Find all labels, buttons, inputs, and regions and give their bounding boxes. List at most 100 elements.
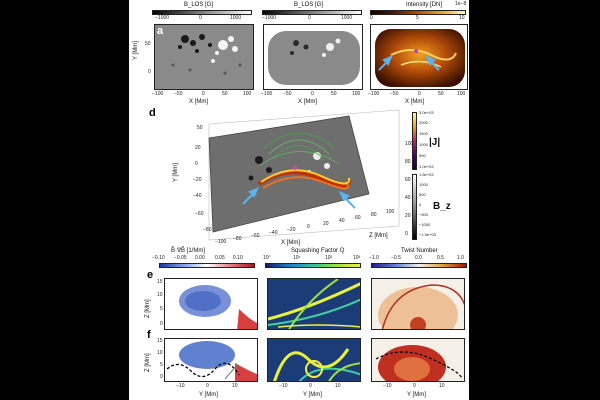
panel-a-xlabel: X [Mm]	[189, 99, 208, 105]
panel-d-ztick: 100	[405, 141, 414, 147]
colorbar-c-tick: 5	[416, 15, 419, 21]
panel-b-xtick: 0	[311, 91, 314, 97]
colorbar-j-tick: 3.0e+03	[419, 110, 434, 115]
panel-e-label: e	[147, 269, 154, 281]
f-ytick: 15	[157, 338, 163, 344]
figure-page: B_LOS [G] −1000 0 1000 B_LOS [G] −1000 0…	[129, 0, 469, 400]
panel-c-xtick: 0	[418, 91, 421, 97]
col1-title: B̂·∇B̂ [1/Mm]	[171, 248, 206, 254]
colorbar-b-tick: 1000	[341, 15, 353, 21]
f-col3-xtick: −10	[383, 383, 392, 389]
panel-a-label: a	[157, 25, 164, 37]
col2-title: Squashing Factor Q	[291, 248, 345, 254]
f-col1-xtick: 10	[232, 383, 238, 389]
f-ytick: 5	[160, 362, 163, 368]
f-col3-xlabel: Y [Mm]	[407, 392, 426, 398]
col3-tick: −1.0	[369, 255, 379, 261]
colorbar-j-tick: 1500	[419, 131, 428, 136]
arrow-icon	[339, 191, 350, 202]
col3-tick: 1.0	[457, 255, 464, 261]
panel-e-col2	[267, 278, 361, 330]
panel-d-ytick: −20	[193, 177, 202, 183]
panel-f-label: f	[147, 329, 151, 341]
panel-b-xlabel: X [Mm]	[298, 99, 317, 105]
panel-d-xtick: −80	[233, 236, 242, 242]
colorbar-a-title: B_LOS [G]	[184, 2, 214, 8]
colorbar-b-title: B_LOS [G]	[294, 2, 324, 8]
f-col1-xlabel: Y [Mm]	[199, 392, 218, 398]
colorbar-bz-tick: −500	[419, 212, 429, 217]
colorbar-a-tick: 0	[199, 15, 202, 21]
e-ylabel: Z [Mm]	[145, 299, 151, 318]
panel-a-ytick: 0	[148, 69, 151, 75]
col1-tick: −0.10	[152, 255, 165, 261]
panel-b-xtick: 50	[331, 91, 337, 97]
panel-c-xtick: 100	[457, 91, 466, 97]
colorbar-j-tick: 1.0e+03	[419, 164, 434, 169]
f-ytick: 0	[160, 374, 163, 380]
panel-d-xtick: 0	[307, 224, 310, 230]
panel-d-xlabel: X [Mm]	[281, 240, 300, 246]
panel-b-label: b	[266, 25, 273, 37]
colorbar-bz-tick: −1.5e+03	[419, 232, 436, 237]
col2-tick: 10²	[325, 255, 333, 261]
colorbar-j-tick: 1000	[419, 142, 428, 147]
panel-a-ylabel: Y [Mm]	[133, 41, 139, 60]
e-ytick: 10	[157, 292, 163, 298]
f-col2-xtick: 0	[309, 383, 312, 389]
panel-f-col1	[164, 338, 258, 382]
panel-c-label: c	[373, 25, 380, 37]
colorbar-b	[262, 10, 362, 15]
col2-tick: 10¹	[293, 255, 301, 261]
panel-d-xtick: 60	[355, 215, 361, 221]
panel-a-magnetogram	[154, 24, 254, 90]
panel-d-ytick: 0	[195, 161, 198, 167]
colorbar-col3	[371, 263, 467, 268]
colorbar-c-tick: 0	[370, 15, 373, 21]
colorbar-b-tick: −1000	[262, 15, 277, 21]
panel-a-xtick: −100	[152, 91, 164, 97]
f-ylabel: Z [Mm]	[145, 353, 151, 372]
f-col2-xtick: 10	[335, 383, 341, 389]
panel-d-xtick: 80	[371, 212, 377, 218]
f-col1-xtick: −10	[176, 383, 185, 389]
panel-d-xtick: 40	[339, 218, 345, 224]
panel-d-ztick: 0	[405, 231, 408, 237]
panel-c-image	[375, 29, 465, 87]
e-ytick: 15	[157, 279, 163, 285]
colorbar-a-tick: −1000	[155, 15, 170, 21]
panel-d-ztick: 60	[405, 177, 411, 183]
colorbar-c-title: Intensity [DN]	[406, 2, 443, 8]
panel-a-ytick: 50	[145, 41, 151, 47]
colorbar-j	[412, 112, 417, 170]
col3-tick: −0.5	[391, 255, 401, 261]
e-ytick: 0	[160, 321, 163, 327]
colorbar-b-tick: 0	[308, 15, 311, 21]
colorbar-bz-tick: 500	[419, 192, 426, 197]
panel-d-xtick: 100	[386, 209, 395, 215]
panel-d-ytick: −60	[195, 211, 204, 217]
panel-a-xtick: −50	[174, 91, 183, 97]
panel-b-image	[268, 31, 360, 85]
panel-a-image	[171, 34, 242, 75]
panel-d-ytick: 50	[197, 125, 203, 131]
panel-d-3d-view	[208, 109, 400, 241]
panel-c-arrows	[378, 55, 440, 71]
panel-a-xtick: 100	[243, 91, 252, 97]
col3-tick: 0.5	[437, 255, 444, 261]
panel-c-xlabel: X [Mm]	[405, 99, 424, 105]
panel-f-col3	[371, 338, 465, 382]
panel-d-xtick: 20	[323, 221, 329, 227]
colorbar-j-tick: 2000	[419, 120, 428, 125]
col1-tick: 0.00	[195, 255, 205, 261]
colorbar-j-label: |J|	[429, 137, 441, 148]
f-ytick: 10	[157, 350, 163, 356]
panel-d-ztick: 40	[405, 195, 411, 201]
panel-b-magnetogram	[263, 24, 363, 90]
panel-a-xtick: 0	[202, 91, 205, 97]
arrow-icon	[382, 55, 393, 66]
panel-c-xtick: 50	[438, 91, 444, 97]
panel-d-ytick: 20	[195, 145, 201, 151]
col1-tick: 0.10	[233, 255, 243, 261]
panel-d-zlabel: Z [Mm]	[369, 233, 388, 239]
